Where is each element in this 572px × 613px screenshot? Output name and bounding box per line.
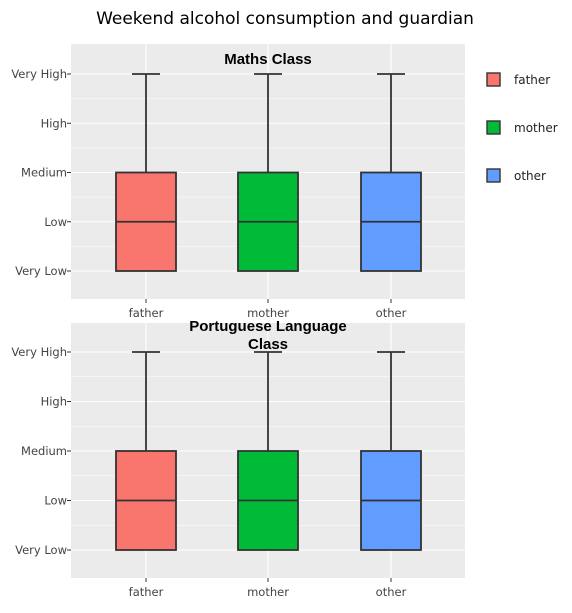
chart-title: Weekend alcohol consumption and guardian xyxy=(96,9,474,29)
y-tick-label: Medium xyxy=(21,166,67,180)
y-tick-label: Low xyxy=(44,494,67,508)
box-other xyxy=(360,73,422,272)
y-tick-label: Very High xyxy=(11,67,67,81)
box-father xyxy=(115,73,177,272)
legend-item-mother: mother xyxy=(486,120,558,135)
panel-title: Portuguese Language xyxy=(189,318,347,335)
y-tick-label: Very High xyxy=(11,345,67,359)
legend-label: mother xyxy=(514,121,558,135)
x-tick-label: mother xyxy=(247,585,289,599)
y-tick-label: Medium xyxy=(21,444,67,458)
x-tick-label: other xyxy=(376,306,407,320)
y-tick-label: Very Low xyxy=(15,264,67,278)
box-other xyxy=(360,351,422,551)
panel-title: Maths Class xyxy=(224,51,312,68)
panel-title: Class xyxy=(248,336,288,353)
x-tick-label: other xyxy=(376,585,407,599)
legend-label: father xyxy=(514,73,550,87)
legend-swatch xyxy=(486,168,501,183)
x-tick-label: mother xyxy=(247,306,289,320)
legend-label: other xyxy=(514,169,546,183)
box-father xyxy=(115,351,177,551)
x-tick-label: father xyxy=(129,306,164,320)
legend: father mother other xyxy=(486,72,558,183)
y-tick-label: Low xyxy=(44,215,67,229)
legend-swatch xyxy=(486,72,501,87)
panels: Very Low Low Medium High Very High father moth… xyxy=(11,44,465,599)
panel-2: Very Low Low Medium High Very High father moth… xyxy=(11,318,465,599)
y-tick-label: Very Low xyxy=(15,543,67,557)
panel-1: Very Low Low Medium High Very High father moth… xyxy=(11,44,465,320)
y-tick-label: High xyxy=(41,116,67,130)
box-mother xyxy=(237,351,299,551)
y-tick-label: High xyxy=(41,395,67,409)
box-mother xyxy=(237,73,299,272)
legend-item-other: other xyxy=(486,168,546,183)
legend-swatch xyxy=(486,120,501,135)
x-tick-label: father xyxy=(129,585,164,599)
legend-item-father: father xyxy=(486,72,550,87)
